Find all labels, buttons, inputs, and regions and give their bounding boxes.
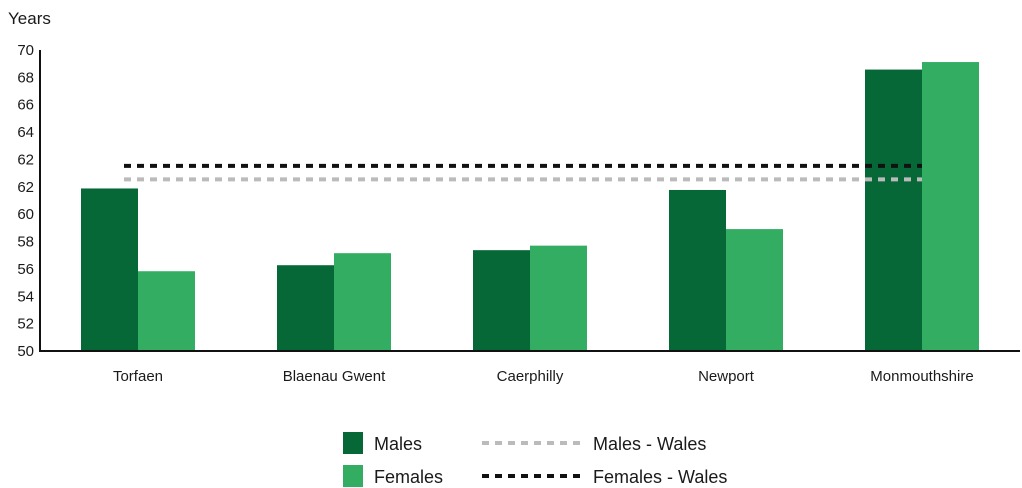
bar-females-blaenau-gwent	[334, 253, 391, 351]
y-ticks: 50 52 54 56 58 60 62 62 64 66 68 70	[17, 42, 34, 360]
bar-males-caerphilly	[473, 250, 530, 351]
bars	[81, 62, 979, 351]
bar-females-caerphilly	[530, 245, 587, 351]
x-tick-label: Monmouthshire	[870, 368, 973, 385]
legend-label-females-wales: Females - Wales	[593, 467, 727, 487]
y-tick-label: 62	[17, 151, 34, 168]
y-tick-label: 64	[17, 124, 34, 141]
legend-swatch-females	[343, 465, 363, 487]
y-tick-label: 66	[17, 97, 34, 114]
bar-males-monmouthshire	[865, 69, 922, 351]
bar-males-newport	[669, 189, 726, 351]
y-tick-label: 60	[17, 206, 34, 223]
bar-males-torfaen	[81, 188, 138, 351]
y-tick-label: 56	[17, 261, 34, 278]
y-tick-label: 70	[17, 42, 34, 59]
y-tick-label: 52	[17, 316, 34, 333]
axes	[39, 50, 1020, 352]
y-tick-label: 68	[17, 69, 34, 86]
y-axis-label: Years	[8, 9, 51, 28]
y-tick-label: 62	[17, 179, 34, 196]
bar-females-newport	[726, 229, 783, 351]
x-tick-label: Newport	[698, 368, 755, 385]
category-labels: Torfaen Blaenau Gwent Caerphilly Newport Mon…	[113, 368, 974, 385]
x-tick-label: Torfaen	[113, 368, 163, 385]
x-tick-label: Blaenau Gwent	[283, 368, 386, 385]
legend-label-males-wales: Males - Wales	[593, 434, 706, 454]
bar-males-blaenau-gwent	[277, 265, 334, 351]
y-tick-label: 50	[17, 343, 34, 360]
legend-swatch-males	[343, 432, 363, 454]
y-tick-label: 58	[17, 234, 34, 251]
bar-females-monmouthshire	[922, 62, 979, 351]
legend-label-females: Females	[374, 467, 443, 487]
legend-label-males: Males	[374, 434, 422, 454]
legend: Males Females Males - Wales Females - Wales	[343, 432, 727, 487]
x-tick-label: Caerphilly	[497, 368, 564, 385]
reference-lines	[124, 163, 922, 182]
y-tick-label: 54	[17, 288, 34, 305]
bar-females-torfaen	[138, 271, 195, 351]
